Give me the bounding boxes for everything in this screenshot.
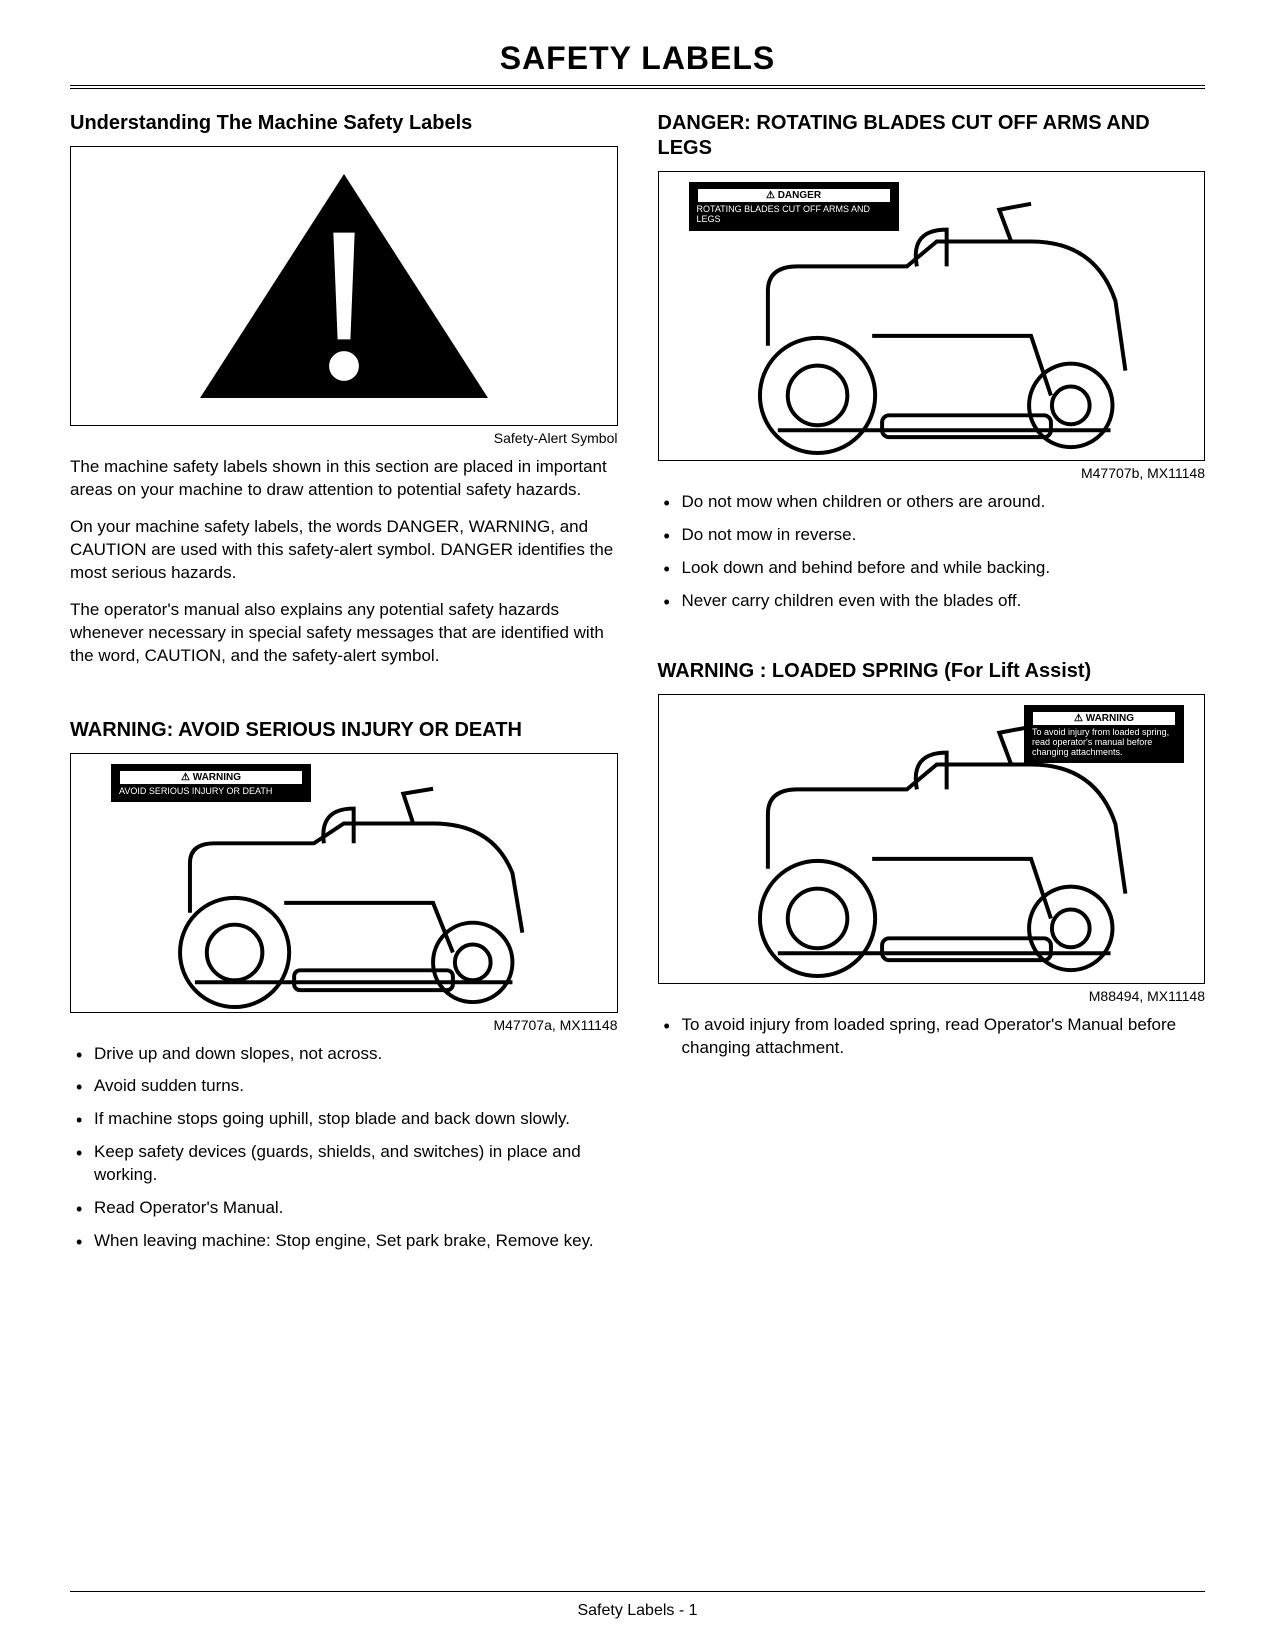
page-footer: Safety Labels - 1 — [70, 1591, 1205, 1620]
warning-injury-figure: WARNING AVOID SERIOUS INJURY OR DEATH — [70, 753, 618, 1013]
warning-spring-label-box: WARNING To avoid injury from loaded spri… — [1024, 705, 1184, 764]
safety-alert-symbol-figure — [70, 146, 618, 426]
danger-label-box: DANGER ROTATING BLADES CUT OFF ARMS AND … — [689, 182, 899, 231]
warning-spring-bullets: To avoid injury from loaded spring, read… — [658, 1014, 1206, 1060]
list-item: Do not mow in reverse. — [658, 524, 1206, 547]
danger-label-text: ROTATING BLADES CUT OFF ARMS AND LEGS — [697, 205, 891, 225]
warning-injury-heading: WARNING: AVOID SERIOUS INJURY OR DEATH — [70, 718, 618, 743]
warning-spring-heading: WARNING : LOADED SPRING (For Lift Assist… — [658, 659, 1206, 684]
list-item: When leaving machine: Stop engine, Set p… — [70, 1230, 618, 1253]
list-item: Look down and behind before and while ba… — [658, 557, 1206, 580]
warning-injury-caption: M47707a, MX11148 — [70, 1017, 618, 1033]
intro-paragraph-3: The operator's manual also explains any … — [70, 599, 618, 668]
list-item: To avoid injury from loaded spring, read… — [658, 1014, 1206, 1060]
warning-spring-caption: M88494, MX11148 — [658, 988, 1206, 1004]
list-item: Drive up and down slopes, not across. — [70, 1043, 618, 1066]
danger-blades-figure: DANGER ROTATING BLADES CUT OFF ARMS AND … — [658, 171, 1206, 461]
list-item: Do not mow when children or others are a… — [658, 491, 1206, 514]
list-item: Keep safety devices (guards, shields, an… — [70, 1141, 618, 1187]
list-item: Avoid sudden turns. — [70, 1075, 618, 1098]
danger-blades-bullets: Do not mow when children or others are a… — [658, 491, 1206, 613]
right-column: DANGER: ROTATING BLADES CUT OFF ARMS AND… — [658, 111, 1206, 1271]
warning-spring-label-text: To avoid injury from loaded spring, read… — [1032, 728, 1176, 758]
two-column-layout: Understanding The Machine Safety Labels … — [70, 111, 1205, 1271]
safety-alert-caption: Safety-Alert Symbol — [70, 430, 618, 446]
list-item: Never carry children even with the blade… — [658, 590, 1206, 613]
list-item: If machine stops going uphill, stop blad… — [70, 1108, 618, 1131]
warning-label-header: WARNING — [119, 770, 303, 785]
warning-spring-label-header: WARNING — [1032, 711, 1176, 726]
footer-text: Safety Labels - 1 — [577, 1602, 697, 1619]
warning-triangle-icon — [184, 156, 504, 416]
left-column: Understanding The Machine Safety Labels … — [70, 111, 618, 1271]
danger-blades-caption: M47707b, MX11148 — [658, 465, 1206, 481]
understanding-heading: Understanding The Machine Safety Labels — [70, 111, 618, 136]
danger-blades-heading: DANGER: ROTATING BLADES CUT OFF ARMS AND… — [658, 111, 1206, 161]
warning-spring-figure: WARNING To avoid injury from loaded spri… — [658, 694, 1206, 984]
page-title: SAFETY LABELS — [70, 40, 1205, 89]
danger-label-header: DANGER — [697, 188, 891, 203]
intro-paragraph-2: On your machine safety labels, the words… — [70, 516, 618, 585]
intro-paragraph-1: The machine safety labels shown in this … — [70, 456, 618, 502]
warning-label-text: AVOID SERIOUS INJURY OR DEATH — [119, 787, 303, 797]
warning-injury-bullets: Drive up and down slopes, not across. Av… — [70, 1043, 618, 1254]
list-item: Read Operator's Manual. — [70, 1197, 618, 1220]
warning-label-box: WARNING AVOID SERIOUS INJURY OR DEATH — [111, 764, 311, 803]
